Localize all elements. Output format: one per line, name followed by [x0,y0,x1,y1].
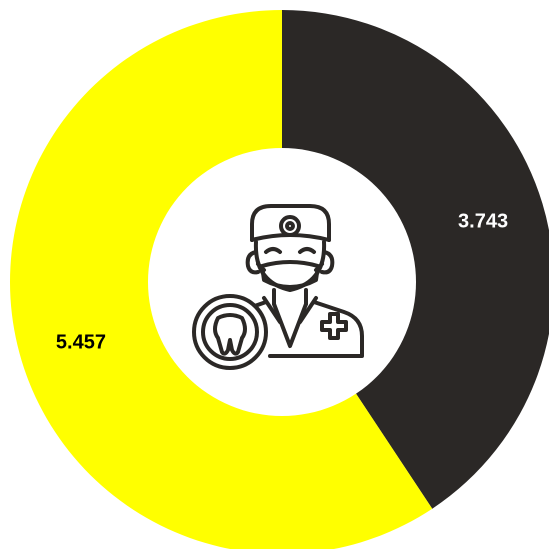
donut-hole [148,148,416,416]
donut-slice-1 [282,10,549,509]
donut-value-labels: 3.743 5.457 [56,210,508,353]
dentist-icon [192,204,364,370]
donut-value-label-2: 5.457 [56,332,106,354]
donut-value-label-1: 3.743 [458,210,508,232]
